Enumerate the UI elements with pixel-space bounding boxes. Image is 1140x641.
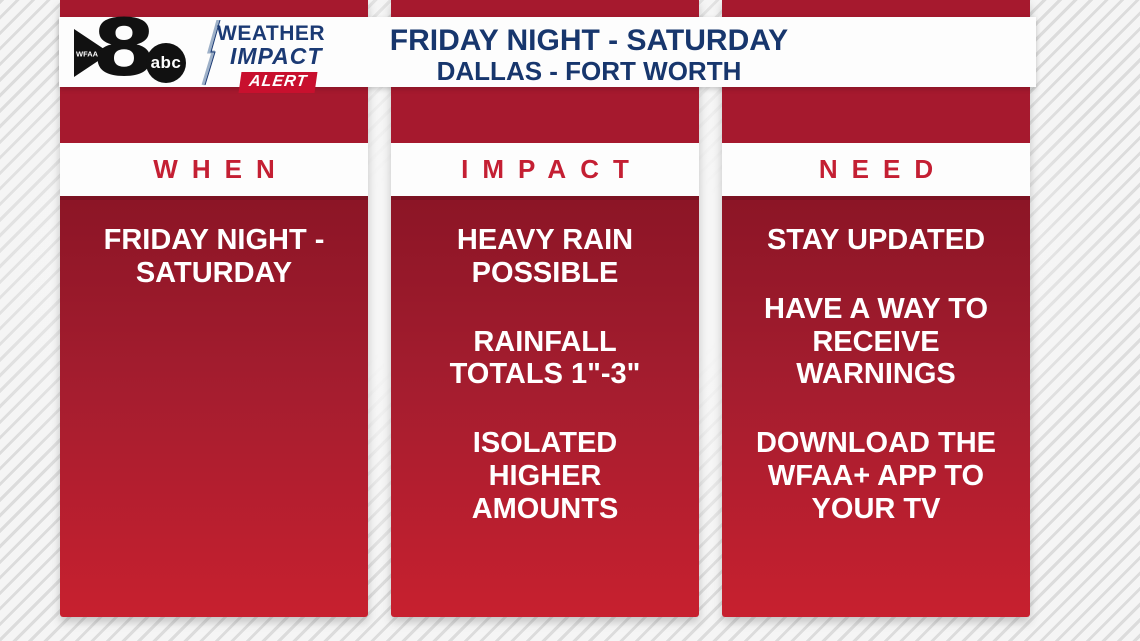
- need-column-body: STAY UPDATED HAVE A WAY TO RECEIVE WARNI…: [722, 200, 1030, 561]
- play-triangle-icon: WFAA: [74, 29, 110, 77]
- banner-title: FRIDAY NIGHT - SATURDAY: [389, 24, 789, 57]
- impact-column-header: IMPACT: [391, 143, 699, 200]
- wfaa-station-text: WFAA: [76, 50, 99, 59]
- when-column-header: WHEN: [60, 143, 368, 200]
- impact-column: IMPACT HEAVY RAIN POSSIBLE RAINFALL TOTA…: [391, 0, 699, 617]
- column-paragraph: STAY UPDATED: [766, 224, 986, 256]
- column-paragraph: HEAVY RAIN POSSIBLE: [456, 224, 634, 289]
- need-column-header: NEED: [722, 143, 1030, 200]
- column-paragraph: HAVE A WAY TO RECEIVE WARNINGS: [764, 292, 988, 391]
- lightning-bolt-icon: [201, 20, 221, 86]
- alert-badge: ALERT: [238, 72, 318, 93]
- banner-subtitle: DALLAS - FORT WORTH: [436, 56, 742, 86]
- weather-impact-alert-wordmark: WEATHER IMPACT ALERT: [197, 22, 325, 93]
- alert-badge-label: ALERT: [247, 73, 309, 90]
- header-band: WFAA 8 abc WEATHER IMPACT ALERT FRIDAY N…: [59, 10, 1036, 93]
- banner-title-block: FRIDAY NIGHT - SATURDAY DALLAS - FORT WO…: [389, 24, 789, 85]
- channel-8-logo: 8: [92, 4, 157, 94]
- column-paragraph: DOWNLOAD THE WFAA+ APP TO YOUR TV: [755, 427, 997, 525]
- when-column: WHEN FRIDAY NIGHT - SATURDAY: [60, 0, 368, 617]
- need-column: NEED STAY UPDATED HAVE A WAY TO RECEIVE …: [722, 0, 1030, 617]
- column-paragraph: RAINFALL TOTALS 1"-3": [449, 325, 641, 391]
- need-column-header-label: NEED: [818, 154, 948, 184]
- impact-column-header-label: IMPACT: [461, 154, 643, 184]
- impact-label: IMPACT: [230, 43, 323, 69]
- abc-network-logo: abc: [146, 43, 186, 83]
- impact-column-body: HEAVY RAIN POSSIBLE RAINFALL TOTALS 1"-3…: [391, 200, 699, 561]
- when-column-body: FRIDAY NIGHT - SATURDAY: [60, 200, 368, 326]
- column-paragraph: FRIDAY NIGHT - SATURDAY: [103, 224, 325, 289]
- when-column-header-label: WHEN: [153, 154, 289, 184]
- column-paragraph: ISOLATED HIGHER AMOUNTS: [471, 427, 619, 525]
- weather-label: WEATHER: [217, 22, 326, 45]
- wfaa-logo: WFAA 8 abc WEATHER IMPACT ALERT: [59, 10, 389, 93]
